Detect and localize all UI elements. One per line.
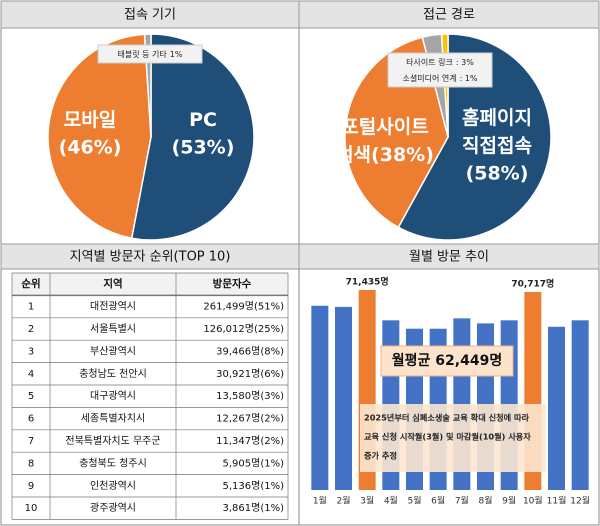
annotation-box <box>380 345 514 377</box>
annotation: 증가 추정 <box>364 451 397 461</box>
category-label: 타사이트 링크 <box>406 57 453 67</box>
table-header: 지역 <box>103 277 122 290</box>
panel-title: 월별 방문 추이 <box>409 250 489 265</box>
table-cell: 8 <box>28 458 34 469</box>
slice-label: 소셜미디어 연계: 1% <box>403 73 478 83</box>
slice-label: PC <box>189 109 217 131</box>
value-label: (38%) <box>371 144 434 166</box>
table-header-bg <box>12 273 288 296</box>
table-cell: 6 <box>28 414 34 425</box>
x-tick-label: 5월 <box>407 495 421 507</box>
table-cell: 9 <box>28 481 34 492</box>
panel-header <box>298 243 600 270</box>
x-tick-label: 2월 <box>336 495 350 507</box>
table-cell: 13,580명(3%) <box>216 390 284 402</box>
category-line: 모바일 <box>64 109 116 131</box>
value-label: 1% <box>170 50 183 59</box>
table-cell: 39,466명(8%) <box>216 345 284 357</box>
table-cell: 대전광역시 <box>90 301 136 313</box>
category-line: 홈페이지 <box>462 106 532 129</box>
table-cell: 5 <box>28 391 34 402</box>
label-box <box>387 52 493 88</box>
x-tick-label: 4월 <box>384 495 398 507</box>
x-tick-label: 12월 <box>570 495 590 507</box>
panel-title: 접근 경로 <box>423 8 475 23</box>
bar <box>548 326 565 490</box>
annotation: 교육 신청 시작월(3월) 및 마감월(10월) 사용자 <box>364 432 531 442</box>
x-tick-label: 1월 <box>313 495 327 507</box>
table-cell: 3 <box>28 346 34 357</box>
table-cell: 10 <box>25 503 38 514</box>
slice-label: 모바일 <box>64 109 116 131</box>
category-label: 소셜미디어 연계 <box>403 73 457 83</box>
table-cell: 충청북도 청주시 <box>79 457 147 469</box>
annotation: 2025년부터 심폐소생술 교육 확대 신청에 따라 <box>364 413 530 423</box>
panel-title: 지역별 방문자 순위(TOP 10) <box>70 250 231 265</box>
table-cell: 3,861명(1%) <box>223 502 285 514</box>
value-label: (58%) <box>466 163 529 185</box>
table-cell: 대구광역시 <box>90 390 136 402</box>
value-label: (46%) <box>59 137 122 159</box>
table-cell: 서울특별시 <box>90 323 136 335</box>
data-label: 71,435명 <box>346 275 389 287</box>
category-line: 포털사이트 <box>341 116 428 138</box>
category-line: 검색 <box>336 144 371 166</box>
panel-header <box>298 0 600 29</box>
table-cell: 전북특별자치도 무주군 <box>65 435 160 447</box>
table-header: 순위 <box>21 277 40 290</box>
bar <box>571 320 589 490</box>
table-cell: 부산광역시 <box>90 345 136 357</box>
table-cell: 12,267명(2%) <box>216 413 284 425</box>
x-tick-label: 7월 <box>455 495 469 507</box>
table-cell: 4 <box>28 369 34 380</box>
x-tick-label: 10월 <box>523 495 543 507</box>
table-cell: 세종특별자치시 <box>81 413 145 425</box>
table-cell: 5,136명(1%) <box>223 480 285 492</box>
pie-slice <box>130 33 255 241</box>
slice-label: 태블릿 등 기타 1% <box>118 49 183 59</box>
bar <box>311 305 329 490</box>
value-label: (53%) <box>172 137 235 159</box>
category-line: PC <box>189 109 217 131</box>
slice-label: 타사이트 링크: 3% <box>406 57 474 67</box>
category-line: 직접접속 <box>462 135 532 157</box>
panel-header <box>0 0 300 29</box>
value-label: : 1% <box>460 74 478 83</box>
value-label: : 3% <box>456 58 474 67</box>
x-tick-label: 9월 <box>502 495 516 507</box>
table-cell: 2 <box>28 324 34 335</box>
table-cell: 30,921명(6%) <box>216 368 284 380</box>
data-label: 70,717명 <box>511 277 554 289</box>
table-cell: 5,905명(1%) <box>223 457 285 469</box>
panel-title: 접속 기기 <box>124 8 176 23</box>
x-tick-label: 11월 <box>547 495 567 507</box>
bar <box>335 306 352 490</box>
panel-header <box>0 243 300 270</box>
table-cell: 11,347명(2%) <box>216 435 284 447</box>
table-header: 방문자수 <box>213 277 252 290</box>
x-tick-label: 6월 <box>431 495 445 507</box>
x-tick-label: 8월 <box>478 495 492 507</box>
table-cell: 126,012명(25%) <box>203 323 284 335</box>
table-cell: 7 <box>28 436 34 447</box>
pie-slice <box>397 33 552 241</box>
annotation: 월평균 62,449명 <box>392 352 502 369</box>
table-cell: 261,499명(51%) <box>203 301 284 313</box>
table-cell: 인천광역시 <box>90 480 136 492</box>
table-cell: 광주광역시 <box>90 502 136 514</box>
annotation-box <box>360 404 546 472</box>
table-cell: 1 <box>28 302 34 313</box>
category-label: 태블릿 등 기타 <box>118 49 168 59</box>
pie-slice <box>47 33 152 240</box>
label-box <box>97 44 203 64</box>
x-tick-label: 3월 <box>360 495 374 507</box>
table-cell: 충청남도 천안시 <box>79 368 147 380</box>
